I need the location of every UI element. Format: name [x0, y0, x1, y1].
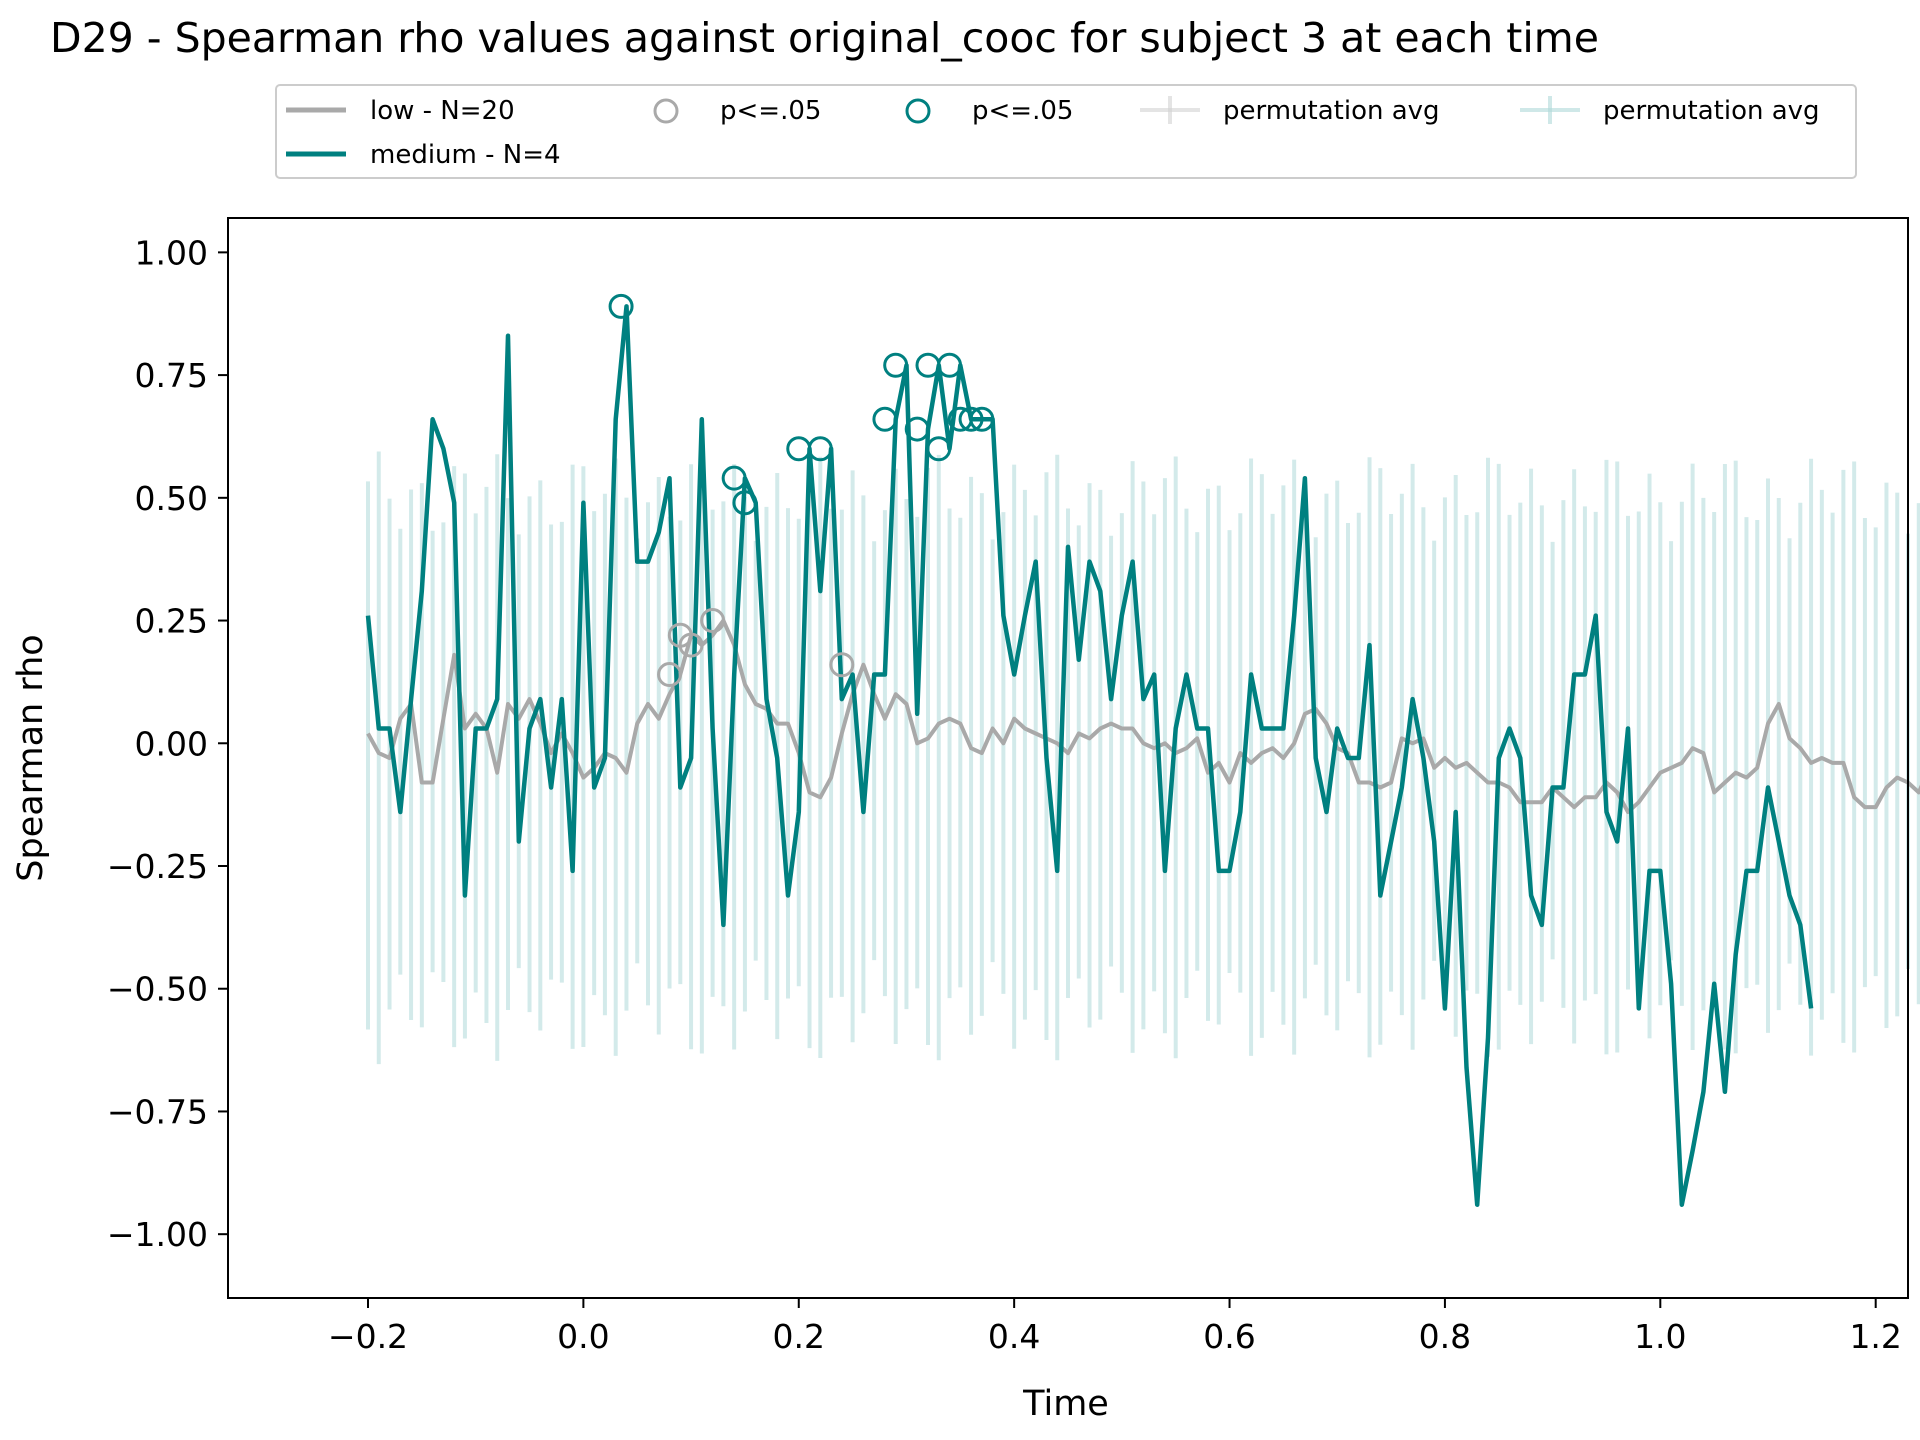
- significance-marker: [657, 662, 683, 688]
- significance-marker: [608, 293, 634, 319]
- legend-frame: [275, 84, 1857, 179]
- chart-title: D29 - Spearman rho values against origin…: [50, 14, 1599, 62]
- x-tick-label: 1.2: [1849, 1317, 1901, 1356]
- significance-marker: [937, 352, 963, 378]
- legend-label-medium-significant: p<=.05: [972, 96, 1073, 126]
- significance-marker: [732, 490, 758, 516]
- plot-frame: [227, 217, 1909, 1299]
- significance-marker: [786, 436, 812, 462]
- y-axis: 1.00 0.75 0.50 0.25 0.00 −0.25 −0.50 −0.75 −1.00: [107, 233, 228, 1254]
- y-tick-label: 0.25: [135, 602, 208, 641]
- legend-key-medium-marker: [905, 98, 931, 124]
- series-line-low: [366, 618, 1920, 814]
- y-tick-label: −0.75: [107, 1092, 208, 1131]
- significance-marker: [958, 406, 984, 432]
- significance-markers: [608, 293, 995, 688]
- significance-marker: [721, 465, 747, 491]
- legend-key-low-marker: [653, 98, 679, 124]
- y-tick-label: −0.50: [107, 970, 208, 1009]
- significance-marker: [915, 352, 941, 378]
- y-tick-label: 0.00: [135, 724, 208, 763]
- significance-marker: [700, 608, 726, 634]
- legend-label-perm-medium: permutation avg: [1603, 96, 1820, 126]
- x-tick-label: 0.2: [773, 1317, 825, 1356]
- significance-marker: [872, 406, 898, 432]
- y-axis-label: Spearman rho: [11, 634, 51, 881]
- series-lines: [365, 304, 1920, 1207]
- significance-marker: [969, 406, 995, 432]
- series-line-medium: [365, 304, 1814, 1207]
- y-tick-label: 1.00: [135, 233, 208, 272]
- significance-marker: [926, 436, 952, 462]
- y-tick-label: 0.50: [135, 479, 208, 518]
- significance-marker: [883, 352, 909, 378]
- significance-marker: [829, 652, 855, 678]
- x-axis-label: Time: [1022, 1384, 1109, 1424]
- x-tick-label: 0.6: [1203, 1317, 1255, 1356]
- legend-label-perm-low: permutation avg: [1223, 96, 1440, 126]
- significance-marker: [678, 632, 704, 658]
- legend-label-low-significant: p<=.05: [720, 96, 821, 126]
- legend: low - N=20 medium - N=4 p<=.05 p<=.05 pe…: [275, 84, 1857, 179]
- x-axis: −0.2 0.0 0.2 0.4 0.6 0.8 1.0 1.2: [328, 1298, 1902, 1356]
- y-tick-label: −1.00: [107, 1215, 208, 1254]
- x-tick-label: 0.8: [1419, 1317, 1471, 1356]
- significance-marker: [904, 416, 930, 442]
- significance-marker: [807, 436, 833, 462]
- x-tick-label: 0.0: [557, 1317, 609, 1356]
- x-tick-label: −0.2: [328, 1317, 408, 1356]
- x-tick-label: 0.4: [988, 1317, 1040, 1356]
- legend-label-medium: medium - N=4: [370, 140, 561, 170]
- legend-label-low: low - N=20: [370, 96, 515, 126]
- y-tick-label: −0.25: [107, 847, 208, 886]
- y-tick-label: 0.75: [135, 356, 208, 395]
- x-tick-label: 1.0: [1634, 1317, 1686, 1356]
